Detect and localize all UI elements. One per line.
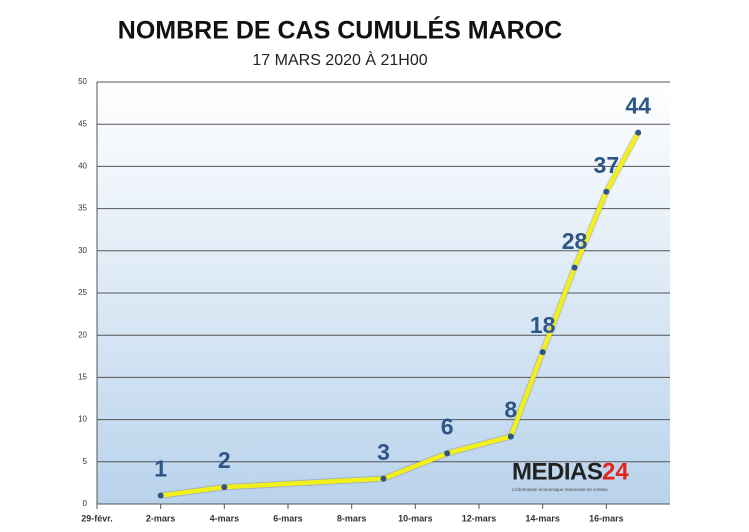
logo: MEDIAS 24 L'information économique maroc… — [512, 458, 629, 492]
data-label: 1 — [154, 456, 167, 482]
y-tick-label: 30 — [78, 246, 87, 255]
data-label: 28 — [562, 228, 588, 254]
data-label: 8 — [504, 397, 517, 423]
x-tick-label: 29-févr. — [81, 513, 113, 523]
x-tick-label: 4-mars — [210, 513, 240, 523]
x-tick-label: 16-mars — [589, 513, 624, 523]
data-point — [221, 484, 228, 491]
logo-number: 24 — [602, 458, 629, 485]
x-tick-label: 2-mars — [146, 513, 176, 523]
x-tick-label: 12-mars — [462, 513, 497, 523]
chart-title: NOMBRE DE CAS CUMULÉS MAROC — [118, 16, 562, 45]
y-tick-label: 15 — [78, 373, 87, 382]
x-tick-label: 8-mars — [337, 513, 367, 523]
y-tick-label: 35 — [78, 204, 87, 213]
data-point — [157, 492, 164, 499]
x-tick-label: 6-mars — [273, 513, 303, 523]
y-tick-label: 50 — [78, 77, 87, 86]
logo-name: MEDIAS — [512, 458, 603, 485]
y-tick-label: 40 — [78, 162, 87, 171]
x-tick-label: 14-mars — [525, 513, 560, 523]
data-point — [444, 450, 451, 457]
data-label: 3 — [377, 439, 390, 465]
data-point — [539, 349, 546, 356]
data-point — [603, 188, 610, 195]
y-tick-label: 5 — [83, 457, 88, 466]
y-tick-label: 25 — [78, 288, 87, 297]
data-point — [380, 475, 387, 482]
logo-tagline: L'information économique marocaine en co… — [512, 487, 608, 492]
data-label: 6 — [441, 413, 454, 439]
x-tick-label: 10-mars — [398, 513, 433, 523]
data-point — [571, 264, 578, 271]
chart-subtitle: 17 MARS 2020 À 21H00 — [252, 50, 427, 69]
y-tick-label: 20 — [78, 330, 87, 339]
y-tick-label: 0 — [83, 499, 88, 508]
data-label: 44 — [625, 93, 651, 119]
data-label: 18 — [530, 312, 556, 338]
y-tick-label: 45 — [78, 119, 87, 128]
y-tick-label: 10 — [78, 415, 87, 424]
data-point — [635, 129, 642, 136]
data-label: 37 — [594, 152, 620, 178]
data-point — [507, 433, 514, 440]
data-label: 2 — [218, 447, 231, 473]
